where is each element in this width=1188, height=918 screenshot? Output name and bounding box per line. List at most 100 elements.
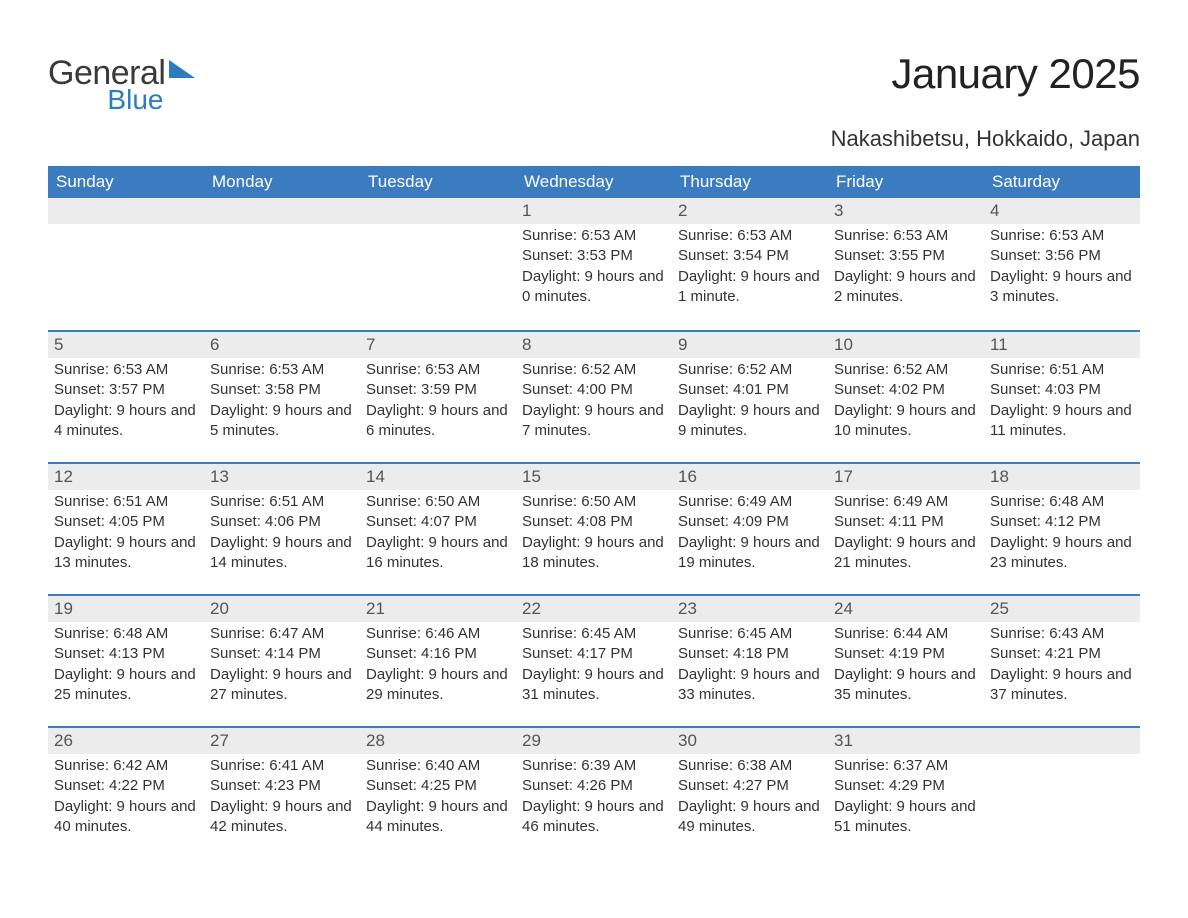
sunset-text: Sunset: 4:29 PM (834, 776, 978, 796)
daylight-text: Daylight: 9 hours and 27 minutes. (210, 665, 354, 706)
sunrise-text: Sunrise: 6:45 AM (522, 624, 666, 644)
calendar-cell (984, 726, 1140, 858)
day-details: Sunrise: 6:53 AMSunset: 3:53 PMDaylight:… (516, 224, 672, 311)
day-details: Sunrise: 6:45 AMSunset: 4:17 PMDaylight:… (516, 622, 672, 709)
day-number-bar: 7 (360, 330, 516, 358)
sunset-text: Sunset: 4:12 PM (990, 512, 1134, 532)
sunset-text: Sunset: 4:22 PM (54, 776, 198, 796)
daylight-text: Daylight: 9 hours and 51 minutes. (834, 797, 978, 838)
calendar-cell (48, 198, 204, 330)
day-details: Sunrise: 6:48 AMSunset: 4:13 PMDaylight:… (48, 622, 204, 709)
sunrise-text: Sunrise: 6:48 AM (54, 624, 198, 644)
sunset-text: Sunset: 4:11 PM (834, 512, 978, 532)
calendar-cell: 18Sunrise: 6:48 AMSunset: 4:12 PMDayligh… (984, 462, 1140, 594)
day-number-bar: 8 (516, 330, 672, 358)
weekday-header: Monday (204, 166, 360, 198)
calendar-cell: 2Sunrise: 6:53 AMSunset: 3:54 PMDaylight… (672, 198, 828, 330)
sunset-text: Sunset: 4:02 PM (834, 380, 978, 400)
day-details: Sunrise: 6:50 AMSunset: 4:08 PMDaylight:… (516, 490, 672, 577)
day-number-bar: 24 (828, 594, 984, 622)
sunrise-text: Sunrise: 6:47 AM (210, 624, 354, 644)
calendar-cell: 15Sunrise: 6:50 AMSunset: 4:08 PMDayligh… (516, 462, 672, 594)
calendar-cell: 25Sunrise: 6:43 AMSunset: 4:21 PMDayligh… (984, 594, 1140, 726)
sunrise-text: Sunrise: 6:51 AM (54, 492, 198, 512)
header: General Blue January 2025 Nakashibetsu, … (48, 50, 1140, 162)
daylight-text: Daylight: 9 hours and 10 minutes. (834, 401, 978, 442)
day-number-bar: 30 (672, 726, 828, 754)
sunset-text: Sunset: 3:56 PM (990, 246, 1134, 266)
sunrise-text: Sunrise: 6:50 AM (522, 492, 666, 512)
day-number-bar: 31 (828, 726, 984, 754)
daylight-text: Daylight: 9 hours and 18 minutes. (522, 533, 666, 574)
daylight-text: Daylight: 9 hours and 25 minutes. (54, 665, 198, 706)
day-number-bar: 29 (516, 726, 672, 754)
daylight-text: Daylight: 9 hours and 16 minutes. (366, 533, 510, 574)
sunset-text: Sunset: 4:00 PM (522, 380, 666, 400)
logo: General Blue (48, 56, 195, 114)
title-block: January 2025 Nakashibetsu, Hokkaido, Jap… (831, 50, 1140, 162)
sunrise-text: Sunrise: 6:42 AM (54, 756, 198, 776)
calendar-cell: 29Sunrise: 6:39 AMSunset: 4:26 PMDayligh… (516, 726, 672, 858)
day-number-bar: 23 (672, 594, 828, 622)
sunrise-text: Sunrise: 6:51 AM (990, 360, 1134, 380)
sunset-text: Sunset: 4:13 PM (54, 644, 198, 664)
sunset-text: Sunset: 4:26 PM (522, 776, 666, 796)
calendar-table: Sunday Monday Tuesday Wednesday Thursday… (48, 166, 1140, 858)
sunset-text: Sunset: 4:17 PM (522, 644, 666, 664)
daylight-text: Daylight: 9 hours and 42 minutes. (210, 797, 354, 838)
daylight-text: Daylight: 9 hours and 21 minutes. (834, 533, 978, 574)
sunrise-text: Sunrise: 6:37 AM (834, 756, 978, 776)
calendar-cell: 6Sunrise: 6:53 AMSunset: 3:58 PMDaylight… (204, 330, 360, 462)
sunrise-text: Sunrise: 6:38 AM (678, 756, 822, 776)
sunset-text: Sunset: 4:23 PM (210, 776, 354, 796)
daylight-text: Daylight: 9 hours and 14 minutes. (210, 533, 354, 574)
day-details: Sunrise: 6:44 AMSunset: 4:19 PMDaylight:… (828, 622, 984, 709)
day-number-bar: 22 (516, 594, 672, 622)
sunrise-text: Sunrise: 6:48 AM (990, 492, 1134, 512)
calendar-row: 5Sunrise: 6:53 AMSunset: 3:57 PMDaylight… (48, 330, 1140, 462)
sunrise-text: Sunrise: 6:50 AM (366, 492, 510, 512)
calendar-row: 12Sunrise: 6:51 AMSunset: 4:05 PMDayligh… (48, 462, 1140, 594)
day-details: Sunrise: 6:53 AMSunset: 3:59 PMDaylight:… (360, 358, 516, 445)
day-number-bar: 20 (204, 594, 360, 622)
day-number-bar: 4 (984, 198, 1140, 224)
day-number-bar: 1 (516, 198, 672, 224)
sunset-text: Sunset: 3:54 PM (678, 246, 822, 266)
calendar-cell: 16Sunrise: 6:49 AMSunset: 4:09 PMDayligh… (672, 462, 828, 594)
day-details: Sunrise: 6:52 AMSunset: 4:00 PMDaylight:… (516, 358, 672, 445)
sunset-text: Sunset: 3:53 PM (522, 246, 666, 266)
logo-flag-icon (169, 60, 195, 78)
daylight-text: Daylight: 9 hours and 2 minutes. (834, 267, 978, 308)
day-details: Sunrise: 6:47 AMSunset: 4:14 PMDaylight:… (204, 622, 360, 709)
day-number-bar: 17 (828, 462, 984, 490)
location-label: Nakashibetsu, Hokkaido, Japan (831, 126, 1140, 152)
day-number-bar: 28 (360, 726, 516, 754)
daylight-text: Daylight: 9 hours and 19 minutes. (678, 533, 822, 574)
daylight-text: Daylight: 9 hours and 1 minute. (678, 267, 822, 308)
calendar-cell: 20Sunrise: 6:47 AMSunset: 4:14 PMDayligh… (204, 594, 360, 726)
daylight-text: Daylight: 9 hours and 11 minutes. (990, 401, 1134, 442)
sunset-text: Sunset: 3:59 PM (366, 380, 510, 400)
sunset-text: Sunset: 3:57 PM (54, 380, 198, 400)
sunset-text: Sunset: 4:16 PM (366, 644, 510, 664)
day-details: Sunrise: 6:50 AMSunset: 4:07 PMDaylight:… (360, 490, 516, 577)
day-number-bar: 6 (204, 330, 360, 358)
weekday-header: Thursday (672, 166, 828, 198)
calendar-cell: 21Sunrise: 6:46 AMSunset: 4:16 PMDayligh… (360, 594, 516, 726)
calendar-cell: 17Sunrise: 6:49 AMSunset: 4:11 PMDayligh… (828, 462, 984, 594)
calendar-cell: 13Sunrise: 6:51 AMSunset: 4:06 PMDayligh… (204, 462, 360, 594)
sunrise-text: Sunrise: 6:53 AM (366, 360, 510, 380)
day-details: Sunrise: 6:37 AMSunset: 4:29 PMDaylight:… (828, 754, 984, 841)
day-number-bar: 27 (204, 726, 360, 754)
sunrise-text: Sunrise: 6:49 AM (834, 492, 978, 512)
day-number-bar: 21 (360, 594, 516, 622)
day-details: Sunrise: 6:45 AMSunset: 4:18 PMDaylight:… (672, 622, 828, 709)
day-details: Sunrise: 6:53 AMSunset: 3:57 PMDaylight:… (48, 358, 204, 445)
day-number-bar: 12 (48, 462, 204, 490)
weekday-header: Sunday (48, 166, 204, 198)
day-details: Sunrise: 6:49 AMSunset: 4:09 PMDaylight:… (672, 490, 828, 577)
daylight-text: Daylight: 9 hours and 31 minutes. (522, 665, 666, 706)
logo-text: General Blue (48, 56, 165, 114)
sunset-text: Sunset: 3:58 PM (210, 380, 354, 400)
daylight-text: Daylight: 9 hours and 44 minutes. (366, 797, 510, 838)
